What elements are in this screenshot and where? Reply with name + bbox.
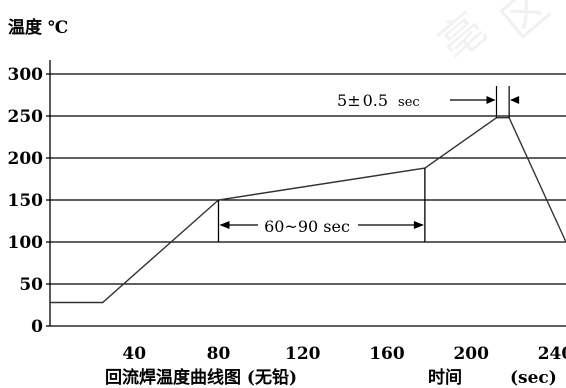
svg-text:区: 区 [492,0,558,48]
axes [46,60,566,327]
x-tick-labels: 40 80 120 160 200 240 [122,344,566,364]
series-group [49,116,566,304]
x-axis-caption: 回流焊温度曲线图 (无铅) [105,367,297,388]
y-tick-150: 150 [8,191,44,211]
gridlines [50,73,566,285]
y-tick-300: 300 [8,65,44,85]
profile-line-0 [50,116,566,304]
peak-arrow-left-head [486,96,496,104]
svg-text:亳: 亳 [429,3,495,70]
y-tick-100: 100 [8,233,44,253]
profile-point-1 [101,301,104,304]
peak-label: 5± 0.5 sec [337,91,420,110]
peak-tolerance: 0.5 [363,91,388,110]
annotations: 60~90 sec 5± 0.5 sec [217,86,520,242]
x-tick-120: 120 [285,344,321,364]
y-tick-50: 50 [19,275,43,295]
peak-value: 5 [337,91,347,110]
y-tick-0: 0 [31,317,43,337]
x-tick-160: 160 [369,344,405,364]
y-tick-labels: 0 50 100 150 200 250 300 [8,65,44,337]
window-arrow-left-head [219,221,230,229]
x-axis-name: 时间 [428,367,462,388]
y-axis-label: 温度 ℃ [8,17,68,38]
x-tick-240: 240 [538,344,566,364]
x-tick-40: 40 [122,344,146,364]
x-tick-80: 80 [207,344,231,364]
watermark: 亳 区 [429,0,558,70]
peak-arrow-right-head [510,96,520,104]
y-tick-200: 200 [8,149,44,169]
x-tick-200: 200 [453,344,489,364]
x-axis-unit: (sec) [510,368,557,388]
peak-pm: ± [347,91,360,110]
y-tick-250: 250 [8,107,44,127]
window-label: 60~90 sec [264,217,350,236]
peak-unit: sec [398,95,420,110]
window-arrow-right-head [413,221,424,229]
profile-point-0 [49,301,51,304]
